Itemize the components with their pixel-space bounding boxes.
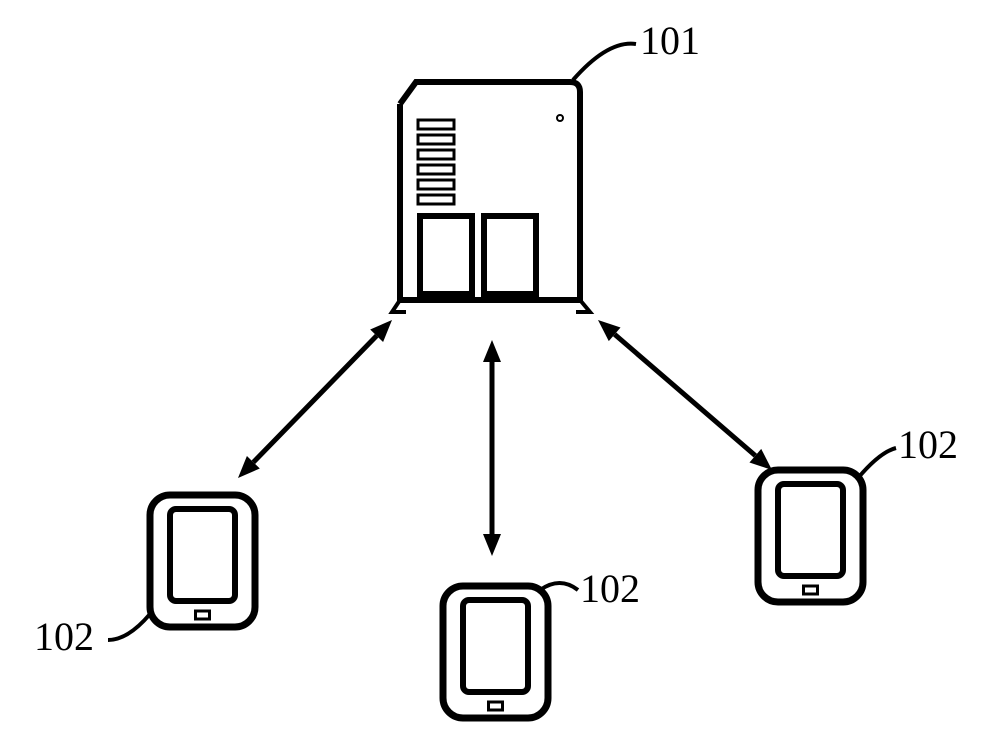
client-device — [758, 470, 863, 602]
leader-line — [540, 583, 578, 590]
server-node — [392, 82, 590, 312]
server-led-slot — [418, 195, 454, 204]
leader-line — [108, 614, 150, 640]
connection-arrow — [238, 320, 392, 478]
connection-arrow — [598, 320, 772, 470]
device-home-button — [196, 611, 210, 619]
leader-line — [573, 44, 636, 80]
reference-label: 101 — [640, 18, 700, 63]
server-led-slot — [418, 150, 454, 159]
device-home-button — [804, 586, 818, 594]
reference-label: 102 — [580, 566, 640, 611]
reference-label: 102 — [898, 422, 958, 467]
connection-arrow — [483, 340, 501, 556]
device-screen — [463, 600, 528, 692]
client-device — [150, 495, 255, 627]
server-led-slot — [418, 135, 454, 144]
server-led-slot — [418, 165, 454, 174]
device-home-button — [489, 702, 503, 710]
client-device — [443, 586, 548, 718]
server-led-slot — [418, 180, 454, 189]
server-drive-bay — [484, 216, 536, 294]
device-screen — [778, 484, 843, 576]
server-drive-bay — [420, 216, 472, 294]
server-led-slot — [418, 120, 454, 129]
diagram-canvas: 101 102 102 102 — [0, 0, 1000, 732]
leader-line — [858, 448, 896, 478]
device-screen — [170, 509, 235, 601]
reference-label: 102 — [34, 614, 94, 659]
